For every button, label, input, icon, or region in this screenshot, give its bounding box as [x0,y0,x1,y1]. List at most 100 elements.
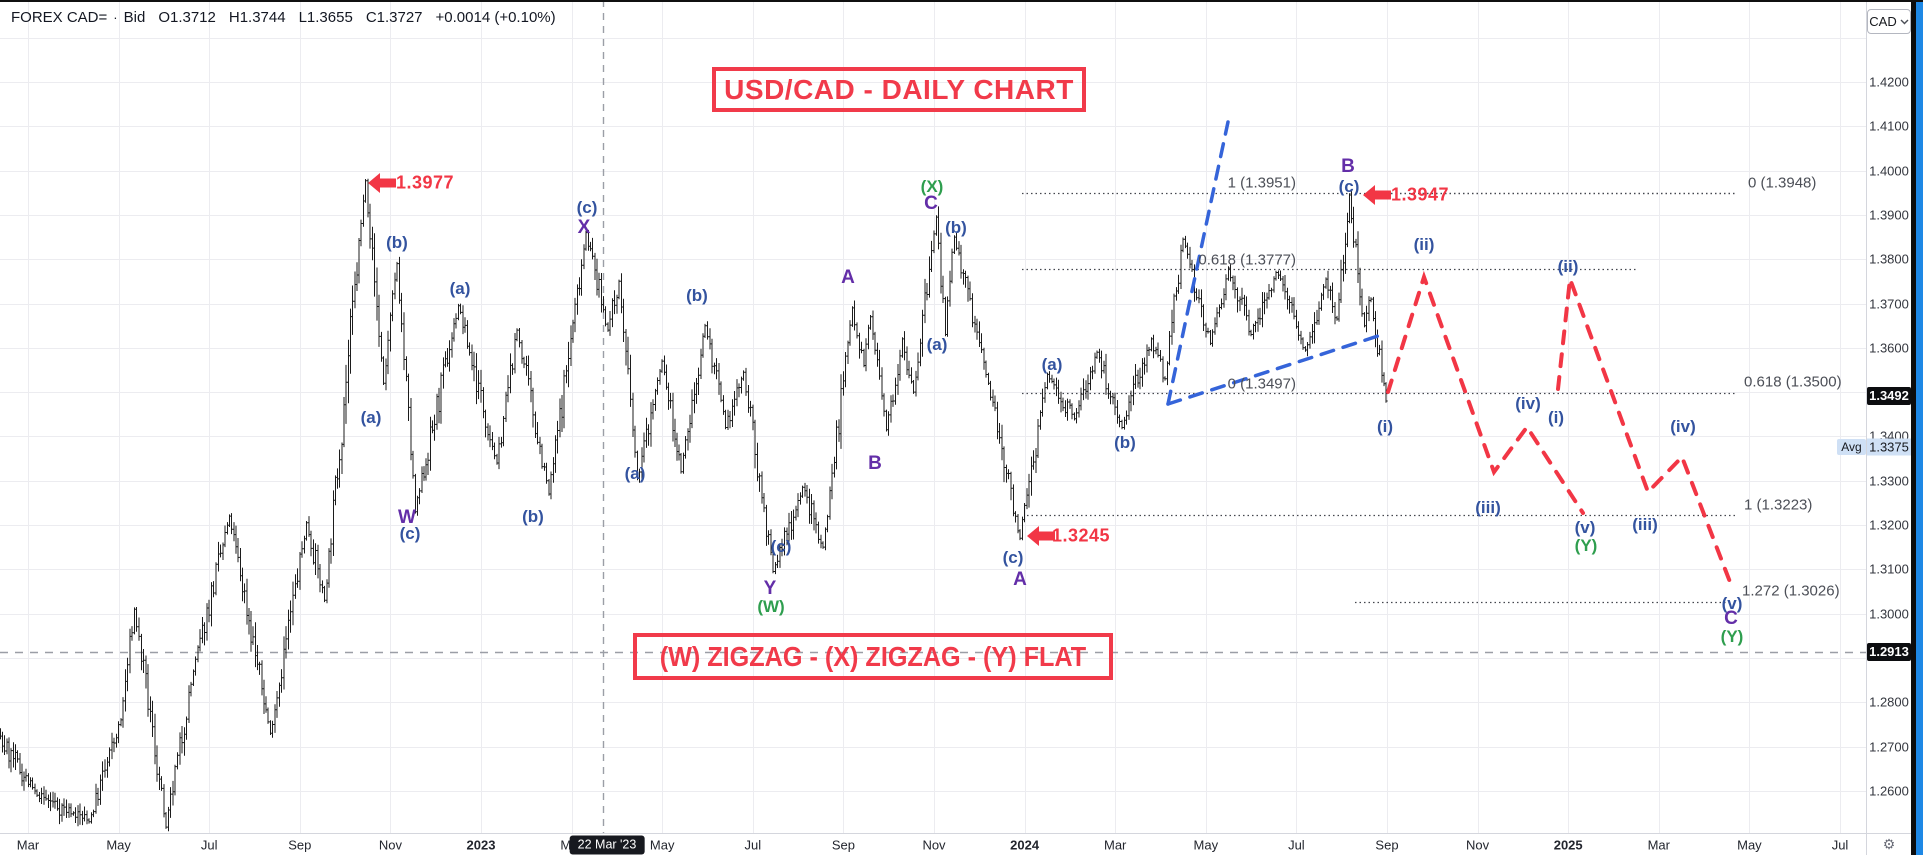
gridlines [0,0,1866,833]
time-tick-label: Sep [831,837,855,852]
plot-area[interactable] [0,0,1866,833]
gear-icon: ⚙ [1882,836,1896,852]
price-tick-label: 1.3700 [1869,296,1909,311]
price-tick-label: 1.2600 [1869,783,1909,799]
price-tick-label: 1.3300 [1869,473,1909,489]
open-value: O1.3712 [158,8,216,26]
wave-label: (b) [522,507,544,526]
fib-level-label: 1 (1.3223) [1744,496,1813,514]
time-tick-label: May [106,837,131,852]
price-marker-label: 1.3947 [1391,184,1450,205]
time-tick-label: Mar [1103,837,1127,852]
time-tick-label: Jul [200,837,218,852]
wave-label: (Y) [1574,536,1598,555]
close-value: C1.3727 [365,8,423,26]
price-marker-label: 1.3245 [1052,525,1111,546]
wave-label: (ii) [1557,257,1579,276]
pattern-annotation[interactable]: (W) ZIGZAG - (X) ZIGZAG - (Y) FLAT [633,633,1113,680]
trendline-blue[interactable] [1166,120,1230,406]
axis-settings-corner[interactable]: ⚙ [1866,833,1911,855]
left-arrow-marker[interactable] [368,173,396,193]
wave-label: (a) [624,464,646,483]
legend-separator: · [113,9,118,25]
wave-projection-red[interactable] [1386,270,1585,515]
time-tick-label: May [649,837,675,852]
wave-label: (b) [1114,433,1136,452]
chevron-down-icon [1900,19,1909,24]
time-tick-label: May [1737,837,1762,852]
low-value: L1.3655 [298,8,353,26]
symbol-legend: FOREX CAD= · Bid O1.3712 H1.3744 L1.3655… [11,7,556,27]
window-edge-strip [1916,0,1923,855]
time-tick-label: 2023 [466,837,496,852]
fib-lines [1022,192,1737,604]
wave-label: (c) [1338,177,1360,196]
fib-level-label: 1 (1.3951) [1227,174,1296,192]
price-marker-label: 1.3977 [396,172,455,193]
time-tick-label: Nov [922,837,946,852]
fib-level-label: 0 (1.3497) [1227,375,1296,393]
wave-label: (W) [757,597,785,616]
price-tick-label: 1.3800 [1869,251,1909,267]
wave-label: (iii) [1632,515,1658,534]
change-value: +0.0014 (+0.10%) [435,8,556,26]
time-tick-label: Jul [1831,837,1849,852]
wave-label: (i) [1376,417,1394,436]
wave-label: X [577,217,591,238]
currency-label: CAD [1869,14,1897,29]
wave-label: (X) [920,177,944,196]
chart-title-annotation[interactable]: USD/CAD - DAILY CHART [712,67,1086,112]
wave-label: (iii) [1475,498,1501,517]
wave-label: (b) [386,233,408,252]
price-tick-label: 1.3000 [1869,606,1909,622]
wave-label: (v) [1721,594,1743,613]
wave-label: A [1013,569,1027,590]
ohlc-bars [0,178,1388,832]
time-tick-label: Jul [1288,837,1305,852]
time-tick-label: Mar [16,837,40,852]
window-top-edge [0,0,1923,2]
wave-label: (b) [945,218,967,237]
avg-tag: Avg [1837,439,1866,456]
price-arrows [368,173,1391,546]
wave-label: (iv) [1515,394,1541,413]
price-axis[interactable]: 1.4200 1.4100 1.4000 1.3900 1.3800 1.3700 1.36… [1866,0,1911,833]
price-badge: 1.3492 [1867,386,1911,405]
feed-type: Bid [123,8,146,26]
wave-label: W [398,507,416,528]
price-tick-label: 1.2800 [1869,694,1909,710]
wave-label: (v) [1574,518,1596,537]
price-badge: 1.2913 [1867,643,1911,662]
wave-label: (c) [399,524,421,543]
time-axis[interactable]: Mar May Jul Sep Nov 2023 Mar May Jul Sep Nov 2024 Ma… [0,833,1911,855]
price-tick-label: 1.4100 [1869,118,1909,134]
symbol-name: FOREX CAD= [11,8,108,26]
wave-label: (a) [926,335,948,354]
wave-label: (c) [1002,548,1024,567]
price-tick-label: 1.3900 [1869,207,1909,223]
time-tick-label: 2025 [1553,837,1583,852]
time-tick-label: 2024 [1010,837,1040,852]
trendline-blue[interactable] [1166,334,1380,406]
price-tick-label: 1.2700 [1869,739,1909,754]
time-tick-label: Sep [1375,837,1399,852]
high-value: H1.3744 [228,8,286,26]
fib-level-label: 0 (1.3948) [1748,174,1817,192]
wave-label: (iv) [1670,417,1696,436]
price-tick-label: 1.4000 [1869,163,1909,179]
wave-projection-red[interactable] [1556,278,1732,584]
wave-label: (a) [1041,355,1063,374]
time-tick-label: Sep [288,837,312,852]
panel-divider [1911,0,1916,855]
left-arrow-marker[interactable] [1027,526,1055,546]
left-arrow-marker[interactable] [1363,185,1391,205]
wave-label: A [841,267,855,288]
wave-label: (a) [449,279,471,298]
price-tick-label: 1.3200 [1869,517,1909,533]
time-tick-label: Jul [744,837,762,852]
fib-level-label: 0.618 (1.3777) [1198,251,1296,269]
currency-dropdown-button[interactable]: CAD [1867,9,1911,34]
pattern-text: (W) ZIGZAG - (X) ZIGZAG - (Y) FLAT [659,640,1087,672]
wave-label: (ii) [1413,235,1435,254]
